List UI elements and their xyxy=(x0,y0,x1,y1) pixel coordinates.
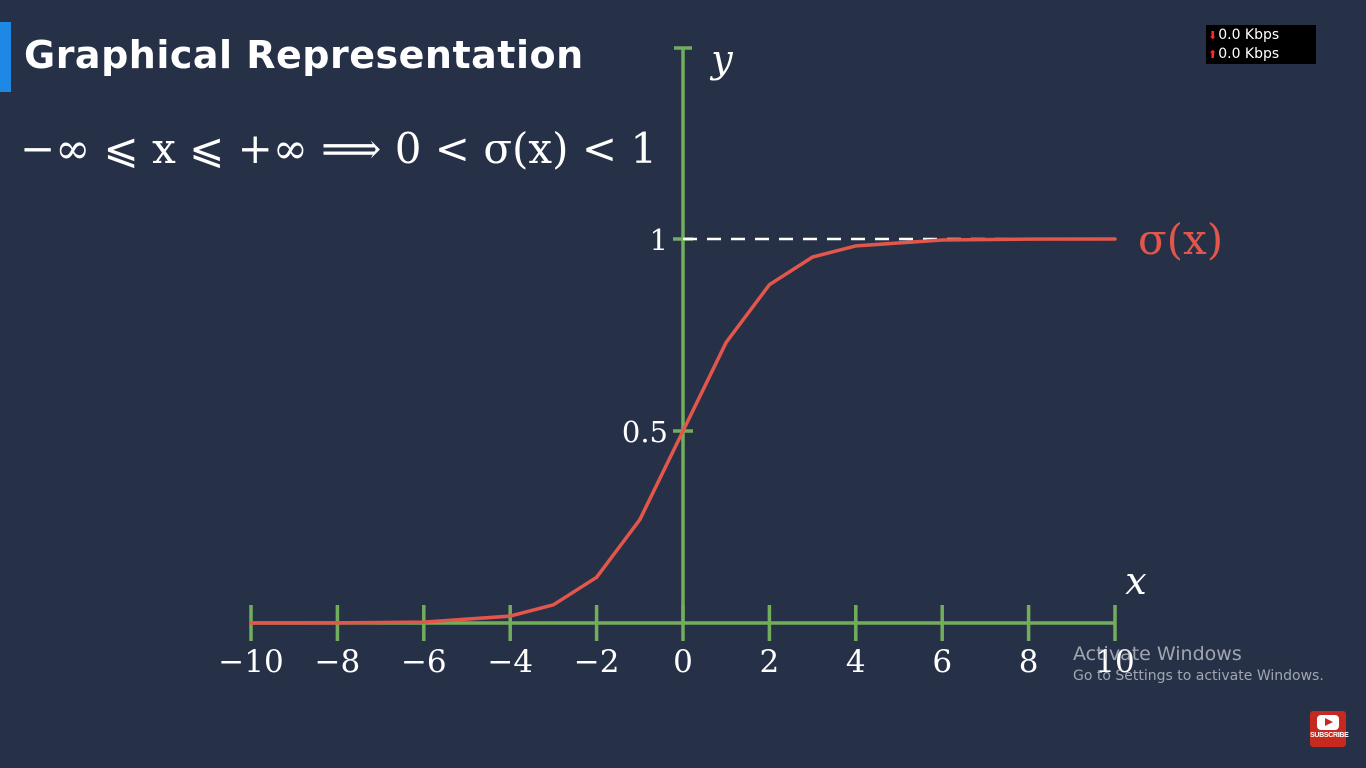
y-axis-label: y xyxy=(709,37,733,81)
activate-windows-title: Activate Windows xyxy=(1073,643,1242,665)
y-tick-label: 0.5 xyxy=(622,415,668,449)
upload-speed: 0.0 Kbps xyxy=(1218,46,1280,62)
download-speed: 0.0 Kbps xyxy=(1218,27,1280,43)
x-tick-label: 0 xyxy=(673,644,693,680)
slide-title: Graphical Representation xyxy=(24,33,584,77)
x-tick-label: −10 xyxy=(218,644,283,680)
x-tick-label: 10 xyxy=(1095,644,1134,680)
subscribe-label: SUBSCRIBE xyxy=(1310,732,1349,739)
network-speed-widget: ⬇0.0 Kbps ⬆0.0 Kbps xyxy=(1206,25,1316,64)
title-accent-bar xyxy=(0,22,11,92)
activate-windows-subtitle: Go to Settings to activate Windows. xyxy=(1073,668,1324,684)
x-tick-label: 8 xyxy=(1019,644,1039,680)
sigmoid-series-label: σ(x) xyxy=(1138,215,1223,264)
activate-windows-watermark: Activate Windows Go to Settings to activ… xyxy=(1073,643,1324,684)
sigmoid-range-formula: −∞ ⩽ x ⩽ +∞ ⟹ 0 < σ(x) < 1 xyxy=(20,124,658,173)
y-tick-label: 1 xyxy=(650,223,668,257)
x-tick-label: −4 xyxy=(487,644,533,680)
x-tick-label: 6 xyxy=(932,644,952,680)
x-tick-label: −6 xyxy=(401,644,447,680)
sigmoid-curve xyxy=(249,237,1117,625)
x-tick-label: −8 xyxy=(315,644,361,680)
subscribe-button[interactable]: SUBSCRIBE xyxy=(1310,711,1349,747)
x-tick-label: 2 xyxy=(760,644,780,680)
youtube-play-icon xyxy=(1317,715,1339,730)
x-axis-label: x xyxy=(1125,559,1146,603)
x-tick-label: 4 xyxy=(846,644,866,680)
upload-arrow-icon: ⬆ xyxy=(1208,48,1218,61)
x-tick-label: −2 xyxy=(574,644,620,680)
download-arrow-icon: ⬇ xyxy=(1208,29,1218,42)
